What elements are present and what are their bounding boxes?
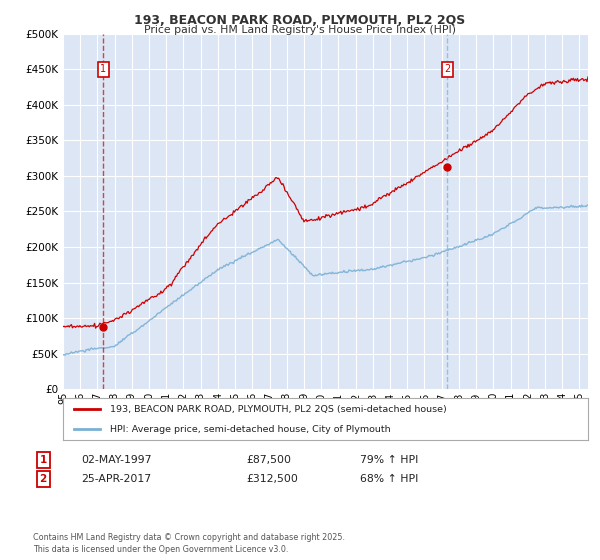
Text: 68% ↑ HPI: 68% ↑ HPI xyxy=(360,474,418,484)
Text: 193, BEACON PARK ROAD, PLYMOUTH, PL2 2QS: 193, BEACON PARK ROAD, PLYMOUTH, PL2 2QS xyxy=(134,14,466,27)
Text: £312,500: £312,500 xyxy=(246,474,298,484)
Text: 02-MAY-1997: 02-MAY-1997 xyxy=(81,455,151,465)
Text: 79% ↑ HPI: 79% ↑ HPI xyxy=(360,455,418,465)
Text: Contains HM Land Registry data © Crown copyright and database right 2025.
This d: Contains HM Land Registry data © Crown c… xyxy=(33,533,345,554)
Text: 25-APR-2017: 25-APR-2017 xyxy=(81,474,151,484)
Text: 193, BEACON PARK ROAD, PLYMOUTH, PL2 2QS (semi-detached house): 193, BEACON PARK ROAD, PLYMOUTH, PL2 2QS… xyxy=(110,405,447,414)
Text: Price paid vs. HM Land Registry's House Price Index (HPI): Price paid vs. HM Land Registry's House … xyxy=(144,25,456,35)
Text: 1: 1 xyxy=(40,455,47,465)
Text: 2: 2 xyxy=(444,64,451,74)
Text: 1: 1 xyxy=(100,64,107,74)
Text: £87,500: £87,500 xyxy=(246,455,291,465)
Text: HPI: Average price, semi-detached house, City of Plymouth: HPI: Average price, semi-detached house,… xyxy=(110,424,391,433)
Text: 2: 2 xyxy=(40,474,47,484)
